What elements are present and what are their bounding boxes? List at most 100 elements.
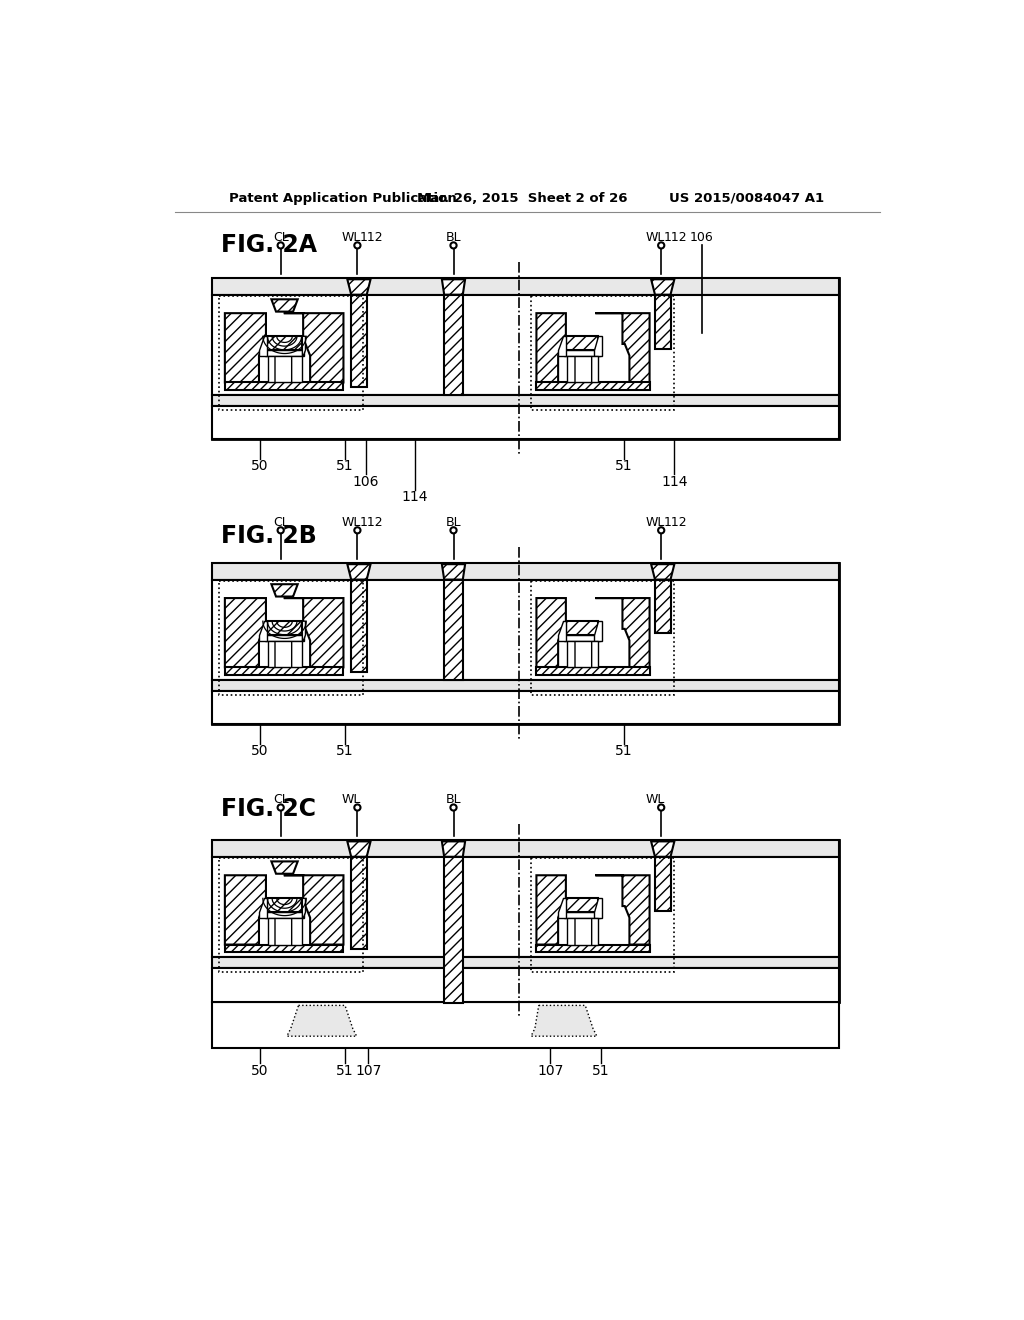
Bar [564,912,600,919]
Polygon shape [271,862,298,874]
Bar [212,957,840,969]
Polygon shape [651,280,675,294]
Bar [351,857,367,949]
Polygon shape [225,875,266,945]
Bar [351,294,367,387]
Text: 112: 112 [359,516,383,529]
Circle shape [278,527,284,533]
Circle shape [354,804,360,810]
Bar [212,562,840,725]
Text: Patent Application Publication: Patent Application Publication [228,191,457,205]
Text: 51: 51 [336,744,354,758]
Polygon shape [558,622,566,642]
Bar [219,296,362,411]
Polygon shape [537,313,566,383]
Text: 51: 51 [615,744,633,758]
Circle shape [658,527,665,533]
Bar [265,912,304,919]
Circle shape [278,804,284,810]
Bar [212,692,840,725]
Bar [444,294,463,395]
Bar [212,840,840,1002]
Text: 107: 107 [355,1064,381,1078]
Text: CL: CL [272,516,289,529]
Bar [655,579,671,634]
Bar [225,945,343,952]
Bar [267,356,302,383]
Bar [212,562,840,579]
Bar [267,642,302,668]
Text: WL: WL [342,793,360,807]
Bar [566,642,598,668]
Text: WL: WL [645,231,665,244]
Polygon shape [259,899,266,919]
Bar [267,919,302,945]
Circle shape [451,243,457,248]
Bar [655,294,671,348]
Polygon shape [225,313,266,383]
Bar [266,622,302,635]
Text: CL: CL [272,793,289,807]
Polygon shape [558,337,566,356]
Bar [212,277,840,440]
Circle shape [658,804,665,810]
Bar [566,899,598,912]
Polygon shape [595,313,649,383]
Text: 107: 107 [538,1064,563,1078]
Circle shape [451,527,457,533]
Bar [655,857,671,911]
Text: 51: 51 [336,1064,354,1078]
Polygon shape [537,598,566,668]
Text: WL: WL [342,516,360,529]
Bar [444,579,463,680]
Text: BL: BL [445,793,462,807]
Text: BL: BL [445,516,462,529]
Text: Mar. 26, 2015  Sheet 2 of 26: Mar. 26, 2015 Sheet 2 of 26 [417,191,628,205]
Polygon shape [284,313,343,383]
Bar [265,635,304,642]
Circle shape [354,527,360,533]
Polygon shape [284,875,343,945]
Bar [212,680,840,692]
Bar [537,945,649,952]
Bar [566,622,598,635]
Bar [219,581,362,696]
Text: FIG. 2B: FIG. 2B [221,524,316,548]
Text: 106: 106 [689,231,714,244]
Bar [531,581,675,696]
Polygon shape [595,875,649,945]
Text: FIG. 2A: FIG. 2A [221,234,317,257]
Text: 50: 50 [251,744,268,758]
Text: 114: 114 [662,475,688,488]
Bar [212,1002,840,1048]
Bar [212,969,840,1002]
Polygon shape [259,337,266,356]
Polygon shape [259,622,266,642]
Polygon shape [271,585,298,597]
Polygon shape [594,337,601,356]
Polygon shape [271,300,298,312]
Text: 51: 51 [336,459,354,474]
Bar [212,277,840,294]
Bar [265,350,304,356]
Bar [566,919,598,945]
Text: 50: 50 [251,1064,268,1078]
Text: BL: BL [445,231,462,244]
Polygon shape [558,899,566,919]
Text: 51: 51 [615,459,633,474]
Text: 51: 51 [592,1064,609,1078]
Polygon shape [284,598,343,668]
Text: US 2015/0084047 A1: US 2015/0084047 A1 [669,191,824,205]
Text: WL: WL [645,793,665,807]
Polygon shape [442,564,465,579]
Bar [566,356,598,383]
Bar [225,383,343,391]
Polygon shape [302,622,305,642]
Circle shape [278,243,284,248]
Bar [212,840,840,857]
Polygon shape [537,875,566,945]
Text: 50: 50 [251,459,268,474]
Bar [212,395,840,407]
Bar [212,857,840,957]
Polygon shape [651,841,675,857]
